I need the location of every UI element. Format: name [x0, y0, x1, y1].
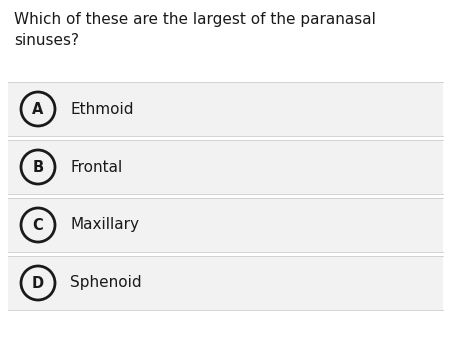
FancyBboxPatch shape [8, 198, 443, 252]
Text: Sphenoid: Sphenoid [70, 276, 142, 291]
Ellipse shape [21, 266, 55, 300]
Text: Ethmoid: Ethmoid [70, 101, 133, 117]
Ellipse shape [21, 150, 55, 184]
Ellipse shape [21, 208, 55, 242]
Text: sinuses?: sinuses? [14, 33, 79, 48]
Text: Maxillary: Maxillary [70, 218, 139, 233]
FancyBboxPatch shape [8, 256, 443, 310]
FancyBboxPatch shape [8, 82, 443, 136]
Text: A: A [32, 101, 44, 117]
Text: Frontal: Frontal [70, 160, 122, 175]
Ellipse shape [21, 92, 55, 126]
Text: D: D [32, 276, 44, 291]
Text: B: B [32, 160, 44, 175]
Text: C: C [32, 218, 43, 233]
Text: Which of these are the largest of the paranasal: Which of these are the largest of the pa… [14, 12, 376, 27]
FancyBboxPatch shape [8, 140, 443, 194]
